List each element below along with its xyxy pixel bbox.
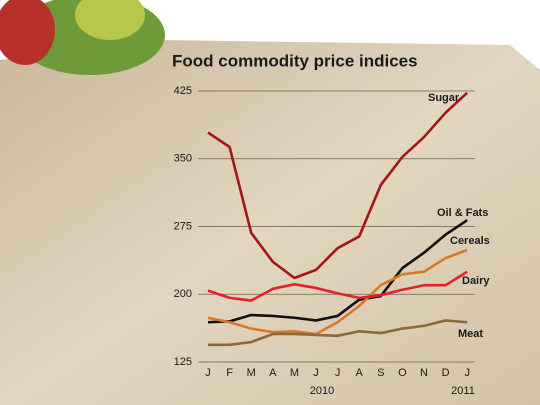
x-tick-label: D: [442, 367, 450, 379]
x-tick-label: M: [290, 367, 299, 379]
series-line: [208, 319, 468, 347]
series-line: [207, 91, 469, 280]
y-tick-label: 425: [174, 85, 192, 97]
series-line: [207, 270, 468, 302]
x-tick-label: J: [464, 367, 470, 379]
series-label: Dairy: [462, 275, 490, 287]
series-line: [207, 248, 468, 336]
x-tick-label: A: [356, 367, 364, 379]
x-tick-label: A: [269, 367, 277, 379]
year-label: 2010: [310, 385, 334, 397]
chart-title: Food commodity price indices: [172, 51, 418, 70]
series-label: Meat: [458, 328, 483, 340]
tomato: [0, 0, 55, 65]
paper-bag: [0, 40, 540, 405]
series-label: Oil & Fats: [437, 207, 488, 219]
x-tick-label: J: [205, 367, 211, 379]
y-tick-label: 275: [174, 220, 192, 232]
y-tick-label: 350: [174, 153, 192, 165]
x-tick-label: M: [247, 367, 256, 379]
apple: [75, 0, 145, 40]
series-label: Cereals: [450, 235, 490, 247]
series-label: Sugar: [428, 92, 460, 104]
year-label: 2011: [451, 385, 475, 397]
y-tick-label: 125: [174, 356, 192, 368]
y-tick-label: 200: [174, 288, 192, 300]
x-tick-label: F: [226, 367, 233, 379]
x-tick-label: O: [398, 367, 407, 379]
x-tick-label: S: [377, 367, 384, 379]
x-tick-label: N: [420, 367, 428, 379]
x-tick-label: J: [335, 367, 341, 379]
series-line: [207, 219, 468, 324]
x-tick-label: J: [313, 367, 319, 379]
